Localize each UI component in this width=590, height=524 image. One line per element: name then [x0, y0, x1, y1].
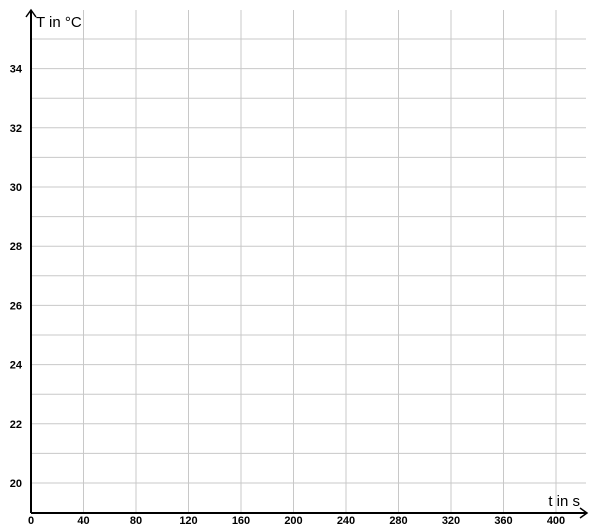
- y-tick-label: 30: [10, 182, 22, 194]
- grid: [31, 10, 586, 513]
- x-tick-label: 240: [337, 515, 355, 524]
- y-axis-label: T in °C: [36, 14, 82, 31]
- y-tick-label: 26: [10, 300, 22, 312]
- y-axis-arrow-icon: [25, 8, 37, 18]
- y-tick-label: 20: [10, 478, 22, 490]
- y-tick-label: 22: [10, 419, 22, 431]
- x-tick-label: 280: [389, 515, 407, 524]
- x-tick-labels: 0 40 80 120 160 200 240 280 320 360 400: [28, 515, 565, 524]
- y-tick-label: 34: [10, 64, 23, 76]
- x-axis-label: t in s: [548, 493, 580, 510]
- x-tick-label: 0: [28, 515, 34, 524]
- y-tick-label: 32: [10, 123, 22, 135]
- x-axis-arrow-icon: [579, 507, 589, 519]
- x-tick-label: 360: [494, 515, 512, 524]
- x-tick-label: 80: [130, 515, 142, 524]
- x-tick-label: 160: [232, 515, 250, 524]
- x-tick-label: 320: [442, 515, 460, 524]
- axes: [25, 8, 589, 519]
- x-tick-label: 400: [547, 515, 565, 524]
- x-tick-label: 40: [77, 515, 89, 524]
- y-tick-label: 24: [10, 360, 23, 372]
- x-tick-label: 200: [284, 515, 302, 524]
- y-tick-labels: 20 22 24 26 28 30 32 34: [10, 64, 23, 490]
- y-tick-label: 28: [10, 241, 22, 253]
- x-tick-label: 120: [179, 515, 197, 524]
